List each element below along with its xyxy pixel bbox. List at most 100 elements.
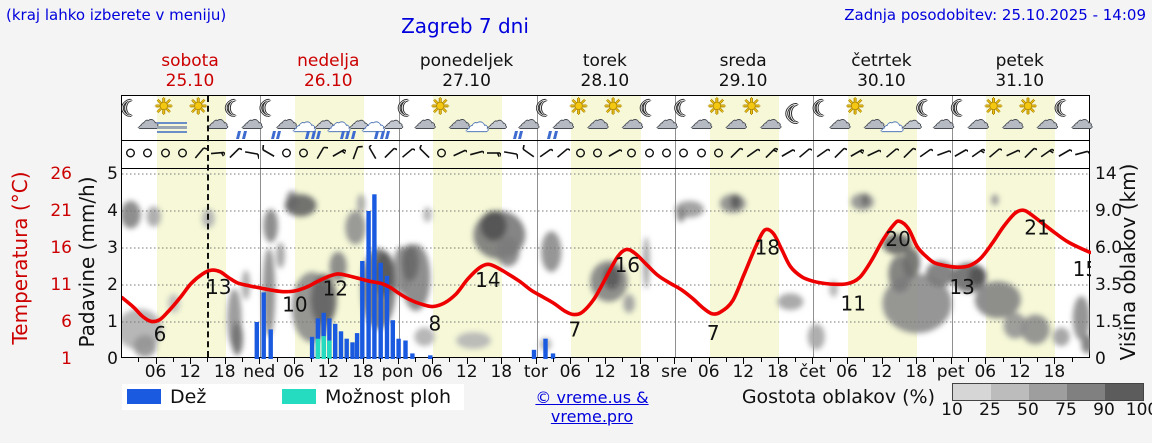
wind-barb-icon <box>1057 145 1075 164</box>
rain-drops-icon <box>270 131 281 139</box>
x-axis-label: 12 <box>455 362 478 382</box>
colorbar-label: 90 <box>1093 400 1115 420</box>
x-axis-tick <box>363 358 364 364</box>
cloud-icon: ☁ <box>690 109 713 134</box>
colorbar-segment <box>1105 384 1143 400</box>
wind-barb-icon <box>417 143 432 164</box>
sun-icon: ☀ <box>153 95 174 120</box>
x-axis-tick <box>829 358 831 362</box>
svg-text:12: 12 <box>322 277 347 301</box>
svg-text:10: 10 <box>282 293 307 317</box>
chart-frame: ☾ ☁ ☀ ☀ ☁ ☾ ☁ ☾ ☁ ☁ ☁ ☁ ☁ ☁ ☁ ☾ ☁ ☀ ☁ ☁ ☁ ☁ ☾ ☁ ☀ ☁ ☀ ☁ ☾ ☁ ☾ ☁ ☀ ☁ ☀ ☁ ☾ ☾ ☁ ☀… <box>120 95 1093 359</box>
x-axis-tick <box>795 358 797 362</box>
wind-barb-icon <box>607 145 625 164</box>
cloud-icon: ☁ <box>901 109 922 133</box>
cloud-icon: ☁ <box>932 109 955 134</box>
x-axis-tick <box>812 358 814 364</box>
x-axis-tick <box>311 358 313 362</box>
wind-barb-icon <box>469 145 487 164</box>
x-axis-tick <box>726 358 727 362</box>
x-axis-label: tor <box>523 362 548 382</box>
x-axis-label: 06 <box>974 362 997 382</box>
svg-text:21: 21 <box>1024 215 1049 239</box>
wind-barb-icon <box>1074 145 1092 164</box>
x-axis-tick <box>1002 358 1004 362</box>
x-axis-tick <box>708 358 710 364</box>
weather-icon-cloudy: ☁ ☁ <box>879 98 922 140</box>
x-axis-tick <box>674 358 676 364</box>
current-time-line <box>207 96 210 357</box>
x-axis-tick <box>553 358 555 362</box>
cloudticks-value: 9.0 <box>1095 201 1123 221</box>
rain-bars <box>254 194 556 359</box>
x-axis-label: ned <box>243 362 276 382</box>
wind-barb-icon <box>970 145 988 164</box>
moon-icon: ☾ <box>535 97 555 122</box>
svg-text:6: 6 <box>154 322 167 346</box>
tempticks-value: 6 <box>61 312 72 332</box>
x-axis-tick <box>570 358 572 364</box>
wind-barb-icon <box>918 145 936 164</box>
day-separator-lines <box>122 96 1089 357</box>
credit-link[interactable]: © vreme.us & vreme.pro <box>535 388 649 426</box>
wind-barb-icon <box>763 145 780 164</box>
wind-barb-icon <box>331 145 349 164</box>
day-header-ponedeljek: ponedeljek 27.10 <box>419 51 514 91</box>
wind-calm-icon <box>296 145 311 164</box>
cloud-icon: ☁ <box>487 109 507 133</box>
wind-calm-icon <box>175 145 190 164</box>
wind-barb-strip <box>122 141 1089 169</box>
wind-barb-icon <box>400 145 418 164</box>
weather-icon-moon-rain: ☾ ☁ <box>258 98 298 140</box>
wind-barb-icon <box>452 145 470 164</box>
colorbar-segment <box>1067 384 1105 400</box>
x-axis-label: 06 <box>559 362 582 382</box>
x-axis-label: 12 <box>317 362 340 382</box>
x-axis-tick <box>484 358 485 362</box>
last-update: Zadnja posodobitev: 25.10.2025 - 14:09 <box>844 6 1146 24</box>
white-cloud-icon: ☁ <box>879 109 904 137</box>
shower-swatch <box>282 389 316 404</box>
cloudticks-value: 14 <box>1095 164 1117 184</box>
fog-icon <box>156 120 187 136</box>
x-axis-tick <box>276 358 278 362</box>
cloud-icon: ☁ <box>1070 109 1093 134</box>
rain-drops-icon <box>305 131 321 139</box>
x-axis-tick <box>432 358 434 364</box>
x-axis-tick <box>777 358 779 364</box>
colorbar-segment <box>991 384 1029 400</box>
wind-calm-icon <box>624 145 639 164</box>
x-axis-label: 06 <box>283 362 305 382</box>
wind-calm-icon <box>279 145 294 164</box>
x-axis-label: 06 <box>421 362 443 382</box>
cloudticks-value: 3.5 <box>1095 275 1123 295</box>
day-boundary-line <box>675 96 677 357</box>
x-axis-tick <box>950 358 952 364</box>
wind-barb-icon <box>244 145 261 164</box>
x-axis-tick <box>933 358 935 362</box>
precipticks-value: 2 <box>107 275 118 295</box>
rain-label: Dež <box>170 386 207 408</box>
gridlines <box>122 173 1090 323</box>
wind-calm-icon <box>711 145 726 164</box>
sun-icon: ☀ <box>707 95 727 120</box>
moon-icon: ☾ <box>673 97 694 122</box>
rain-drops-icon <box>374 131 390 139</box>
tempticks-value: 21 <box>50 201 72 221</box>
weather-icon-moon-cloud: ☾ ☁ <box>672 98 712 140</box>
cloud-icon: ☁ <box>383 109 404 133</box>
day-boundary-line <box>536 96 538 357</box>
weather-icon-sun-cloud: ☀ ☁ <box>707 95 747 140</box>
cloudticks-value: 6.0 <box>1095 238 1123 258</box>
wind-calm-icon <box>676 145 691 164</box>
weather-icon-sun-cloud: ☀ ☁ <box>569 97 609 140</box>
weather-icon-sun-cloud: ☀ ☁ <box>603 97 643 140</box>
wind-barb-icon <box>745 145 763 164</box>
svg-text:7: 7 <box>569 317 582 341</box>
x-axis-label: pon <box>381 362 414 382</box>
weather-icon-sun-cloud: ☀ ☁ <box>430 97 470 140</box>
cloudticks-value: 1.5 <box>1095 312 1123 332</box>
wind-barb-icon <box>1039 145 1057 164</box>
day-header-četrtek: četrtek 30.10 <box>851 51 912 91</box>
cloud-icon: ☁ <box>314 109 335 133</box>
